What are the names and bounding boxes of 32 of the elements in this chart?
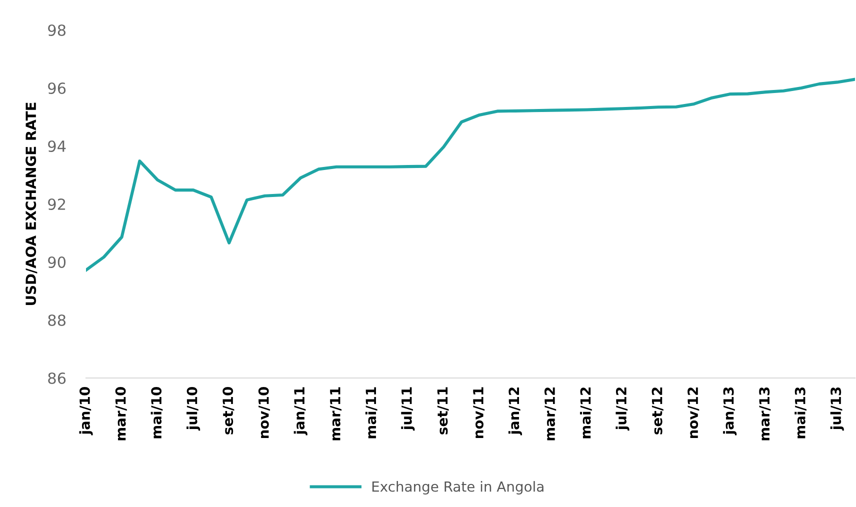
x-tick-label: mar/11 (330, 387, 342, 440)
x-tick-label: mai/11 (365, 387, 378, 438)
x-tick-label: set/11 (437, 387, 449, 434)
x-tick-label: mai/12 (580, 388, 592, 438)
x-tick-label: mar/12 (544, 388, 556, 440)
x-tick-label: jul/12 (616, 388, 630, 431)
y-tick-label: 98 (48, 24, 66, 36)
x-tick-label: mar/10 (115, 387, 127, 440)
y-tick-label: 90 (48, 256, 66, 268)
x-tick-label: jan/10 (79, 387, 93, 436)
legend-label: Exchange Rate in Angola (372, 481, 544, 494)
x-tick-label: jan/13 (723, 387, 737, 436)
x-tick-label: nov/12 (688, 388, 700, 438)
x-tick-label: jan/11 (294, 387, 308, 436)
x-tick-label: set/10 (222, 386, 234, 434)
x-tick-label: mai/10 (150, 387, 163, 438)
x-tick-label: jan/12 (508, 388, 522, 436)
y-axis-title: USD/AOA EXCHANGE RATE (26, 102, 38, 306)
x-tick-label: nov/10 (258, 387, 270, 438)
x-tick-label: jul/11 (401, 387, 415, 431)
x-tick-label: nov/11 (473, 387, 485, 438)
y-tick-label: 96 (48, 82, 66, 94)
x-tick-label: mar/13 (759, 387, 771, 440)
y-tick-label: 88 (48, 314, 66, 326)
x-tick-label: jul/13 (830, 387, 844, 431)
line-series (86, 78, 855, 272)
x-tick-label: mai/13 (794, 387, 806, 438)
x-tick-label: jul/10 (186, 387, 200, 431)
x-tick-label: set/12 (652, 388, 664, 434)
y-tick-label: 86 (48, 372, 66, 384)
y-tick-label: 92 (48, 198, 66, 210)
y-tick-label: 94 (48, 140, 66, 152)
